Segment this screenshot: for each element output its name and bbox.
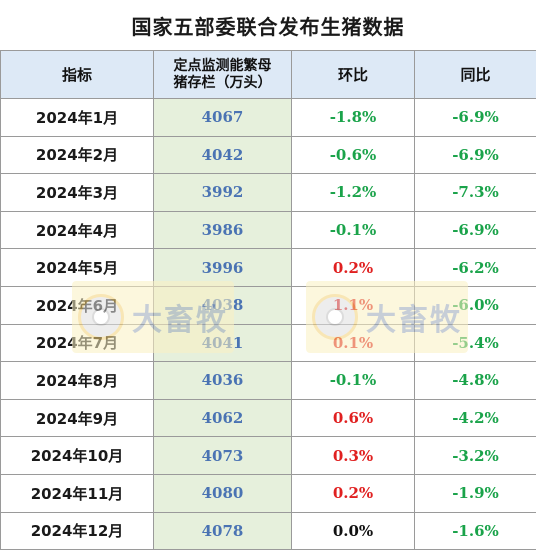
cell-month[interactable]: 2024年4月 xyxy=(0,210,154,250)
cell-mom[interactable]: 0.1% xyxy=(291,323,415,363)
header-stock-line2: 猪存栏（万头） xyxy=(173,74,272,91)
table-row: 2024年6月 4038 1.1% -6.0% xyxy=(0,285,536,325)
cell-month[interactable]: 2024年5月 xyxy=(0,248,154,287)
table-row: 2024年3月 3992 -1.2% -7.3% xyxy=(0,173,536,212)
table-row: 2024年8月 4036 -0.1% -4.8% xyxy=(0,361,536,400)
cell-mom[interactable]: 0.3% xyxy=(291,436,415,475)
cell-yoy[interactable]: -6.0% xyxy=(414,285,536,325)
header-mom[interactable]: 环比 xyxy=(291,50,415,99)
cell-mom[interactable]: -1.2% xyxy=(291,173,415,212)
cell-mom[interactable]: 0.0% xyxy=(291,511,415,551)
cell-stock[interactable]: 4067 xyxy=(153,98,292,137)
table-row: 2024年4月 3986 -0.1% -6.9% xyxy=(0,210,536,250)
title-cell[interactable]: 国家五部委联合发布生猪数据 xyxy=(0,0,536,51)
header-stock-line1: 定点监测能繁母 xyxy=(173,57,272,74)
table-row: 2024年5月 3996 0.2% -6.2% xyxy=(0,248,536,287)
cell-yoy[interactable]: -6.2% xyxy=(414,248,536,287)
cell-month[interactable]: 2024年10月 xyxy=(0,436,154,475)
cell-stock[interactable]: 4078 xyxy=(153,511,292,551)
table-row: 2024年2月 4042 -0.6% -6.9% xyxy=(0,135,536,175)
table-row: 2024年7月 4041 0.1% -5.4% xyxy=(0,323,536,363)
cell-month[interactable]: 2024年2月 xyxy=(0,135,154,175)
header-yoy-label: 同比 xyxy=(460,66,491,84)
cell-yoy[interactable]: -1.6% xyxy=(414,511,536,551)
cell-mom[interactable]: -1.8% xyxy=(291,98,415,137)
header-yoy[interactable]: 同比 xyxy=(414,50,536,99)
table-row: 2024年11月 4080 0.2% -1.9% xyxy=(0,473,536,513)
cell-month[interactable]: 2024年12月 xyxy=(0,511,154,551)
cell-month[interactable]: 2024年3月 xyxy=(0,173,154,212)
cell-stock[interactable]: 4062 xyxy=(153,398,292,438)
cell-mom[interactable]: -0.1% xyxy=(291,361,415,400)
cell-mom[interactable]: -0.6% xyxy=(291,135,415,175)
cell-mom[interactable]: 0.2% xyxy=(291,248,415,287)
cell-month[interactable]: 2024年11月 xyxy=(0,473,154,513)
header-row: 指标 定点监测能繁母 猪存栏（万头） 环比 同比 xyxy=(0,50,536,99)
cell-yoy[interactable]: -4.8% xyxy=(414,361,536,400)
cell-yoy[interactable]: -7.3% xyxy=(414,173,536,212)
cell-stock[interactable]: 4073 xyxy=(153,436,292,475)
table-row: 2024年1月 4067 -1.8% -6.9% xyxy=(0,98,536,137)
cell-month[interactable]: 2024年7月 xyxy=(0,323,154,363)
cell-mom[interactable]: 0.6% xyxy=(291,398,415,438)
cell-stock[interactable]: 3986 xyxy=(153,210,292,250)
cell-stock[interactable]: 4038 xyxy=(153,285,292,325)
cell-yoy[interactable]: -6.9% xyxy=(414,135,536,175)
page-title: 国家五部委联合发布生猪数据 xyxy=(131,14,405,39)
header-mom-label: 环比 xyxy=(337,66,368,84)
data-table: 指标 定点监测能繁母 猪存栏（万头） 环比 同比 2024年1月 4067 -1.8… xyxy=(0,50,536,551)
cell-mom[interactable]: 0.2% xyxy=(291,473,415,513)
cell-stock[interactable]: 4080 xyxy=(153,473,292,513)
cell-stock[interactable]: 3992 xyxy=(153,173,292,212)
cell-yoy[interactable]: -5.4% xyxy=(414,323,536,363)
table-row: 2024年12月 4078 0.0% -1.6% xyxy=(0,511,536,551)
cell-yoy[interactable]: -6.9% xyxy=(414,98,536,137)
cell-yoy[interactable]: -4.2% xyxy=(414,398,536,438)
cell-yoy[interactable]: -6.9% xyxy=(414,210,536,250)
cell-stock[interactable]: 4041 xyxy=(153,323,292,363)
cell-month[interactable]: 2024年8月 xyxy=(0,361,154,400)
cell-month[interactable]: 2024年6月 xyxy=(0,285,154,325)
header-indicator[interactable]: 指标 xyxy=(0,50,154,99)
header-stock[interactable]: 定点监测能繁母 猪存栏（万头） xyxy=(153,50,292,99)
cell-month[interactable]: 2024年9月 xyxy=(0,398,154,438)
cell-month[interactable]: 2024年1月 xyxy=(0,98,154,137)
cell-stock[interactable]: 4036 xyxy=(153,361,292,400)
cell-stock[interactable]: 4042 xyxy=(153,135,292,175)
header-indicator-label: 指标 xyxy=(61,66,92,84)
cell-mom[interactable]: -0.1% xyxy=(291,210,415,250)
table-row: 2024年10月 4073 0.3% -3.2% xyxy=(0,436,536,475)
cell-yoy[interactable]: -1.9% xyxy=(414,473,536,513)
cell-mom[interactable]: 1.1% xyxy=(291,285,415,325)
cell-yoy[interactable]: -3.2% xyxy=(414,436,536,475)
cell-stock[interactable]: 3996 xyxy=(153,248,292,287)
table-row: 2024年9月 4062 0.6% -4.2% xyxy=(0,398,536,438)
